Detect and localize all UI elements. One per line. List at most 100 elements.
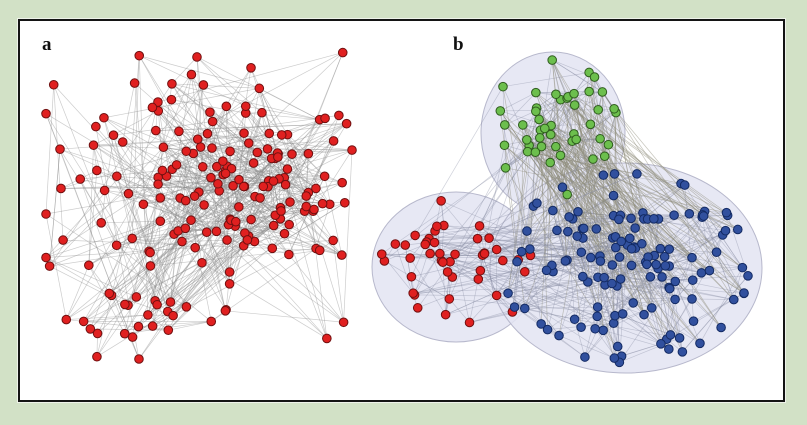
network-edge	[190, 220, 227, 310]
network-edge	[405, 217, 632, 246]
network-node	[166, 94, 177, 105]
network-edge	[615, 112, 680, 339]
network-node	[737, 262, 748, 273]
network-edge	[124, 174, 224, 305]
network-edge	[670, 281, 676, 335]
network-node	[145, 261, 156, 271]
network-edge	[143, 178, 280, 205]
network-edge	[190, 220, 212, 322]
network-node	[337, 47, 348, 58]
network-node	[562, 189, 573, 200]
network-edge	[143, 111, 211, 205]
network-node	[609, 169, 620, 179]
network-edge	[469, 279, 479, 323]
network-node	[670, 294, 680, 305]
network-edge	[196, 56, 212, 178]
network-edge	[139, 55, 260, 89]
network-edge	[426, 212, 643, 243]
network-edge	[197, 84, 204, 140]
network-edge	[154, 191, 200, 301]
network-edge	[547, 260, 566, 330]
network-node	[728, 294, 739, 305]
network-edge	[158, 183, 330, 205]
network-edge	[614, 315, 662, 345]
network-edge	[116, 175, 309, 193]
network-edge	[613, 323, 615, 359]
network-edge	[111, 197, 161, 296]
network-edge	[238, 206, 276, 216]
network-edge	[566, 97, 727, 213]
network-node	[311, 183, 321, 194]
network-edge	[65, 265, 90, 320]
network-edge	[116, 225, 274, 246]
network-edge	[552, 210, 566, 262]
network-edge	[430, 253, 652, 309]
network-edge	[216, 88, 260, 167]
network-node	[591, 224, 602, 234]
network-node	[651, 259, 661, 270]
network-edge	[535, 91, 590, 93]
network-edge	[514, 234, 723, 308]
network-node	[732, 224, 743, 235]
network-node	[198, 80, 209, 90]
network-edge	[116, 176, 158, 305]
network-edge	[109, 183, 219, 294]
network-edge	[128, 193, 229, 226]
network-edge	[160, 220, 236, 223]
network-node	[400, 240, 411, 250]
network-edge	[229, 151, 269, 182]
network-node	[252, 147, 263, 158]
network-edge	[226, 214, 276, 241]
network-node	[590, 323, 600, 334]
network-node	[598, 170, 609, 180]
network-node	[336, 250, 347, 260]
network-edge	[166, 170, 226, 177]
network-node	[599, 151, 610, 162]
network-node	[720, 225, 731, 236]
network-node	[189, 191, 200, 201]
network-edge	[196, 56, 263, 113]
network-edge	[538, 94, 557, 120]
network-edge	[216, 123, 347, 168]
network-edge	[538, 119, 745, 294]
network-edge	[157, 101, 224, 175]
network-node	[660, 261, 671, 271]
network-edge	[116, 175, 186, 229]
network-node	[192, 52, 202, 62]
network-node	[133, 321, 144, 332]
network-edge	[315, 204, 331, 249]
network-edge	[176, 164, 230, 284]
network-node	[525, 244, 535, 254]
network-edge	[502, 86, 531, 250]
network-edge	[176, 74, 192, 165]
network-edge	[324, 176, 343, 256]
network-edge	[441, 215, 621, 262]
network-node	[157, 165, 168, 176]
network-edge	[479, 225, 566, 262]
network-node	[687, 294, 697, 304]
network-edge	[414, 86, 504, 236]
network-edge	[97, 153, 194, 334]
network-edge	[143, 204, 171, 303]
network-node	[464, 317, 475, 328]
network-edge	[284, 175, 325, 179]
network-node	[303, 148, 314, 159]
network-edge	[261, 112, 325, 177]
network-node	[563, 226, 573, 237]
network-edge	[608, 144, 614, 196]
network-edge	[621, 343, 662, 357]
network-edge	[669, 265, 702, 274]
network-edge	[127, 265, 151, 306]
network-node	[569, 314, 580, 325]
network-edge	[113, 121, 213, 136]
network-node	[603, 139, 614, 150]
network-node	[41, 108, 51, 119]
network-edge	[440, 200, 485, 254]
network-edge	[178, 131, 343, 184]
network-edge	[691, 298, 722, 328]
network-node	[218, 156, 228, 166]
network-node	[569, 88, 579, 99]
network-edge	[304, 153, 309, 212]
network-node	[450, 249, 460, 260]
network-node	[597, 87, 608, 97]
